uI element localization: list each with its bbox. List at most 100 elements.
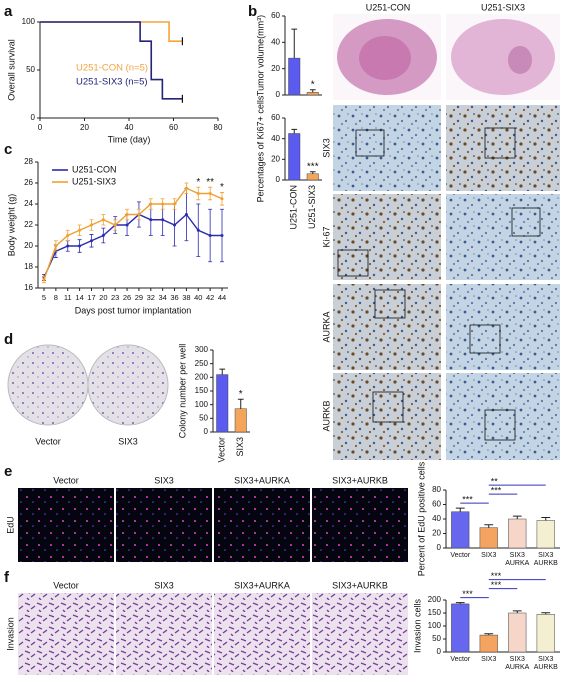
error-bar [455,602,465,604]
x-tick-label: 36 [170,293,178,302]
edu-images: Vector SIX3 SIX3+AURKA SIX3+AURKB EdU [5,475,408,562]
x-tick-label: 44 [218,293,226,302]
y-axis-label: Body weight (g) [6,194,16,257]
point [66,234,70,237]
x-tick-label: SIX3 [481,552,496,559]
point [220,197,224,201]
significance: *** [491,571,502,581]
invasion-image [312,593,408,675]
bar [234,408,247,433]
inset [337,249,369,277]
y-tick-label: 0 [276,175,281,184]
legend-label: U251-SIX3 [72,176,116,186]
significance: * [239,389,243,400]
x-tick-label: SIX3 AURKB [534,656,558,671]
bar [451,603,470,653]
significance: *** [462,495,473,505]
error-bar [219,368,226,375]
series-line [43,213,222,278]
y-tick-label: 20 [271,64,280,73]
x-tick-label: 5 [42,293,46,302]
point [149,218,153,222]
dish-label: Vector [35,436,61,446]
row-label: SIX3 [321,138,331,158]
y-tick-label: 300 [195,345,209,354]
x-tick-label: SIX3 [481,656,496,663]
bar [536,520,555,549]
inset [355,129,385,157]
point [54,244,58,248]
error-bar [512,610,522,613]
column-header: SIX3+AURKA [234,475,290,485]
y-tick-label: 20 [271,154,280,163]
point [101,218,105,222]
inset [469,324,501,354]
y-tick-label: 50 [26,65,35,74]
column-header: U251-SIX3 [481,2,525,12]
error-bar [291,28,298,59]
point [196,192,200,195]
y-tick-label: 0 [276,90,281,99]
edu-image [214,488,310,562]
y-tick-label: 100 [428,621,442,630]
y-tick-label: 60 [271,113,280,122]
x-tick-label: 8 [54,293,58,302]
y-tick-label: 22 [24,220,33,229]
bar [451,511,470,549]
y-tick-label: 0 [204,427,209,436]
x-tick-label: 14 [75,293,83,302]
row-label: Invasion [5,617,15,651]
x-tick-label: 20 [99,293,107,302]
bar [306,92,319,96]
y-tick-label: 40 [271,134,280,143]
invasion-image [214,593,310,675]
bar [508,518,527,549]
point [125,223,129,227]
bar [288,133,301,181]
y-tick-label: 50 [432,634,441,643]
dish-label: SIX3 [118,436,138,446]
panel-letter: b [248,3,257,20]
x-tick-label: 42 [206,293,214,302]
dish [87,344,169,426]
x-tick-label: 40 [125,123,134,132]
x-tick-label: 38 [182,293,190,302]
ihc-image [333,194,441,280]
bar [306,173,319,181]
inset [484,127,516,159]
legend-label: U251-SIX3 (n=5) [76,77,148,88]
error-bar [484,524,494,528]
y-tick-label: 200 [195,372,209,381]
y-tick-label: 100 [22,17,36,26]
row-label: EdU [5,516,15,534]
bar [216,374,229,433]
significance: *** [491,486,502,496]
x-tick-label: 32 [147,293,155,302]
error-bar [309,89,316,93]
error-bar [455,507,465,512]
y-tick-label: 50 [199,413,208,422]
x-tick-label: 23 [111,293,119,302]
column-header: SIX3+AURKB [332,580,388,590]
point [149,202,153,206]
panel-letter: a [4,3,13,20]
ihc-image [446,284,560,370]
y-tick-label: 0 [437,647,442,656]
significance: * [196,177,200,188]
panel-letter: d [4,331,13,348]
y-tick-label: 24 [24,199,33,208]
panel-letter: c [4,141,12,158]
legend-label: U251-CON [72,164,117,174]
point [173,223,177,227]
panel-letter: e [4,463,12,480]
error-bar [309,171,316,174]
x-axis-label: Days post tumor implantation [75,305,192,315]
x-tick-label: 0 [38,123,43,132]
point [208,234,212,237]
point [66,244,70,248]
inset [372,391,404,423]
y-axis-label: Invasion cells [412,598,422,653]
tumor [359,36,411,80]
y-tick-label: 60 [432,500,441,509]
ihc-image [333,284,441,370]
